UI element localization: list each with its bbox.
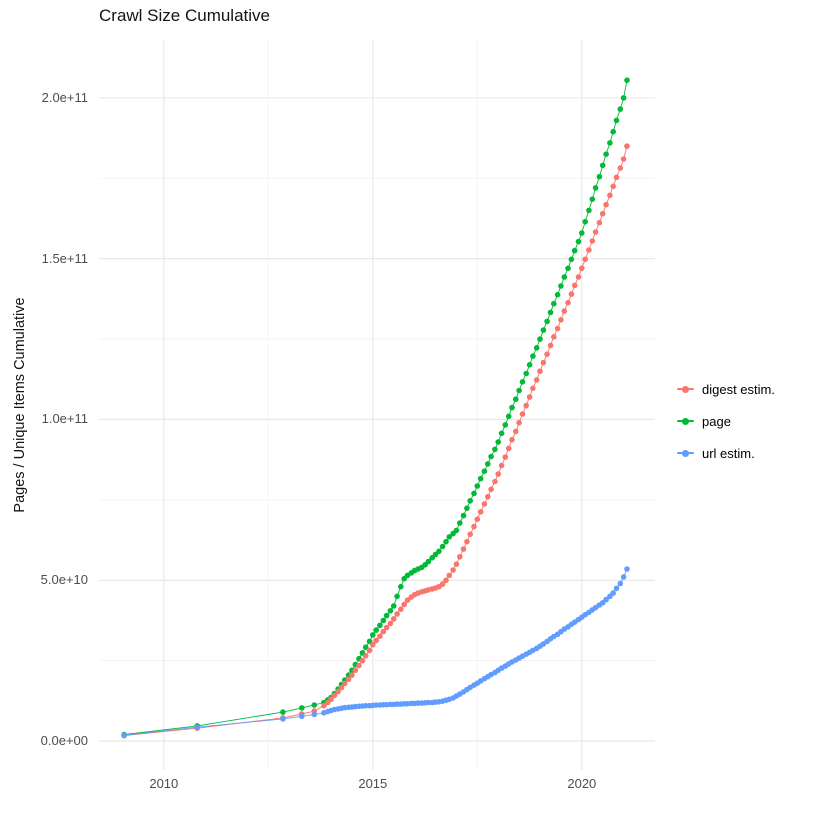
y-tick-label: 0.0e+00 <box>40 733 88 749</box>
x-tick-label: 2020 <box>567 776 597 791</box>
minor-gridlines <box>99 40 655 770</box>
x-tick-label: 2010 <box>149 776 179 791</box>
legend-key-url-estim-icon <box>676 444 695 463</box>
series-digest-estim <box>121 143 630 739</box>
legend-item-url-estim: url estim. <box>676 442 775 464</box>
series-url-estim <box>121 566 630 739</box>
legend-key-digest-estim-icon <box>676 380 695 399</box>
major-gridlines <box>99 40 655 770</box>
y-tick-label: 2.0e+11 <box>41 89 88 105</box>
chart-title: Crawl Size Cumulative <box>99 6 270 25</box>
x-tick-label: 2015 <box>358 776 388 791</box>
legend-item-page: page <box>676 410 775 432</box>
legend: digest estim. page url estim. <box>676 378 775 464</box>
plot-area <box>99 40 655 770</box>
legend-label-digest-estim: digest estim. <box>702 381 775 397</box>
y-tick-label: 1.5e+11 <box>41 250 88 266</box>
series-page <box>121 77 630 738</box>
y-axis-title: Pages / Unique Items Cumulative <box>12 297 28 513</box>
legend-item-digest-estim: digest estim. <box>676 378 775 400</box>
legend-key-page-icon <box>676 412 695 431</box>
legend-label-page: page <box>702 413 731 429</box>
y-tick-label: 5.0e+10 <box>40 572 88 588</box>
legend-label-url-estim: url estim. <box>702 445 755 461</box>
